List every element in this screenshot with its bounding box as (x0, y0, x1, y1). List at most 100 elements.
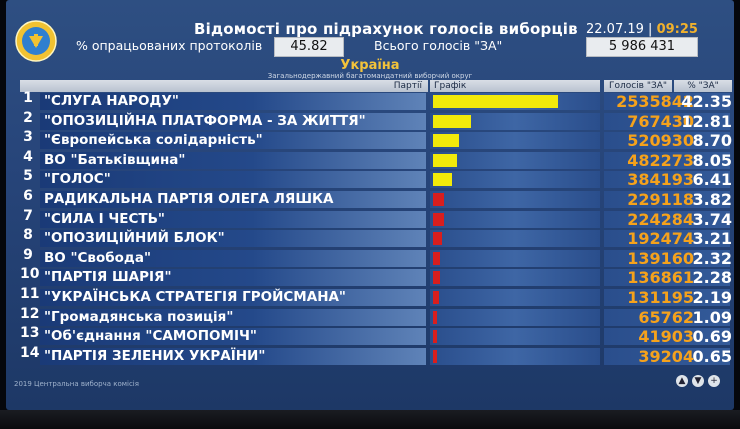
column-header-party: Партії (20, 80, 428, 92)
table-row: 13 "Об'єднання "САМОПОМІЧ" 41903 0.69 (20, 325, 732, 347)
row-number: 3 (23, 129, 33, 146)
plus-icon[interactable]: + (708, 375, 720, 387)
party-name: "УКРАЇНСЬКА СТРАТЕГІЯ ГРОЙСМАНА" (44, 289, 346, 305)
party-name: "ОПОЗИЦІЙНА ПЛАТФОРМА - ЗА ЖИТТЯ" (44, 112, 366, 129)
graph-cell (430, 328, 600, 346)
votes-count: 39204 (638, 346, 694, 366)
vote-percent: 0.69 (692, 327, 732, 347)
party-name: РАДИКАЛЬНА ПАРТІЯ ОЛЕГА ЛЯШКА (44, 191, 334, 207)
votes-cell (604, 249, 730, 267)
votes-count: 136861 (627, 268, 694, 288)
table-row: 8 "ОПОЗИЦІЙНИЙ БЛОК" 192474 3.21 (20, 227, 732, 249)
party-name-background (40, 328, 426, 346)
party-name-background (40, 249, 426, 267)
vote-share-bar (433, 251, 440, 265)
votes-cell (604, 151, 730, 169)
graph-cell (430, 210, 600, 228)
region-title: Україна (340, 58, 400, 73)
processed-value: 45.82 (274, 37, 344, 57)
datetime: 22.07.19 | 09:25 (586, 22, 698, 37)
party-name: "ПАРТІЯ ЗЕЛЕНИХ УКРАЇНИ" (44, 347, 266, 364)
cvk-emblem-icon (14, 18, 58, 64)
table-row: 7 "СИЛА І ЧЕСТЬ" 224284 3.74 (20, 207, 732, 229)
column-header-votes: Голосів "ЗА" (604, 80, 672, 92)
vote-share-bar (433, 232, 443, 246)
table-row: 2 "ОПОЗИЦІЙНА ПЛАТФОРМА - ЗА ЖИТТЯ" 767430… (20, 109, 732, 131)
votes-count: 520930 (627, 131, 694, 151)
table-row: 12 "Громадянська позиція" 65762 1.09 (20, 306, 732, 327)
party-name-background (40, 347, 426, 365)
vote-share-bar (433, 212, 445, 226)
party-name: "ПАРТІЯ ШАРІЯ" (44, 269, 172, 286)
party-name-background (40, 171, 426, 189)
row-number: 5 (23, 168, 33, 185)
party-name: "ОПОЗИЦІЙНИЙ БЛОК" (44, 230, 225, 247)
row-number: 6 (23, 188, 33, 204)
votes-cell (604, 171, 730, 189)
votes-count: 224284 (627, 209, 694, 229)
votes-count: 482273 (627, 150, 694, 170)
votes-cell (604, 93, 730, 110)
votes-cell (604, 191, 730, 208)
separator: | (648, 22, 653, 37)
vote-share-bar (433, 134, 459, 148)
row-number: 11 (20, 286, 40, 302)
region-subtitle: Загальнодержавний багатомандатний виборч… (267, 72, 473, 80)
row-number: 2 (23, 109, 33, 126)
party-name-background (40, 269, 426, 287)
row-number: 13 (20, 325, 40, 342)
page-title: Відомості про підрахунок голосів виборці… (194, 20, 578, 38)
votes-count: 65762 (638, 307, 694, 327)
vote-percent: 3.82 (692, 190, 732, 209)
vote-percent: 6.41 (692, 170, 732, 190)
votes-cell (604, 132, 730, 150)
votes-count: 2535842 (616, 92, 694, 111)
table-row: 10 "ПАРТІЯ ШАРІЯ" 136861 2.28 (20, 266, 732, 288)
graph-cell (430, 230, 600, 248)
graph-cell (430, 289, 600, 306)
party-name-background (40, 210, 426, 228)
row-number: 7 (23, 207, 33, 224)
arrow-down-icon[interactable]: ▼ (692, 375, 704, 387)
party-name-background (40, 191, 426, 208)
table-row: 6 РАДИКАЛЬНА ПАРТІЯ ОЛЕГА ЛЯШКА 229118 3.82 (20, 188, 732, 209)
row-number: 10 (20, 266, 40, 283)
vote-share-bar (433, 114, 471, 128)
table-row: 1 "СЛУГА НАРОДУ" 2535842 42.35 (20, 90, 732, 111)
column-header-percent: % "ЗА" (674, 80, 732, 92)
floor (0, 410, 740, 429)
vote-share-bar (433, 153, 457, 167)
party-name: "Об'єднання "САМОПОМІЧ" (44, 328, 257, 345)
votes-cell (604, 230, 730, 248)
vote-percent: 2.19 (692, 288, 732, 307)
vote-share-bar (433, 193, 445, 206)
row-number: 8 (23, 227, 33, 244)
table-row: 9 ВО "Свобода" 139160 2.32 (20, 247, 732, 268)
votes-count: 192474 (627, 229, 694, 249)
vote-percent: 1.09 (692, 307, 732, 327)
party-name-background (40, 289, 426, 306)
votes-count: 384193 (627, 170, 694, 190)
vote-percent: 2.28 (692, 268, 732, 288)
table-row: 11 "УКРАЇНСЬКА СТРАТЕГІЯ ГРОЙСМАНА" 131195… (20, 286, 732, 307)
time-text: 09:25 (656, 22, 698, 37)
party-name-background (40, 151, 426, 169)
party-name: "Громадянська позиція" (44, 308, 234, 325)
vote-share-bar (433, 95, 558, 108)
graph-cell (430, 132, 600, 150)
votes-cell (604, 328, 730, 346)
vote-share-bar (433, 271, 440, 285)
votes-count: 41903 (638, 327, 694, 347)
votes-cell (604, 289, 730, 306)
votes-cell (604, 308, 730, 326)
total-votes-value: 5 986 431 (586, 37, 698, 57)
graph-cell (430, 308, 600, 326)
row-number: 14 (20, 344, 40, 361)
vote-percent: 3.21 (692, 229, 732, 249)
vote-percent: 2.32 (692, 248, 732, 268)
row-number: 4 (23, 148, 33, 165)
votes-cell (604, 112, 730, 130)
party-name: "ГОЛОС" (44, 171, 111, 188)
votes-count: 767430 (627, 111, 694, 131)
arrow-up-icon[interactable]: ▲ (676, 375, 688, 387)
